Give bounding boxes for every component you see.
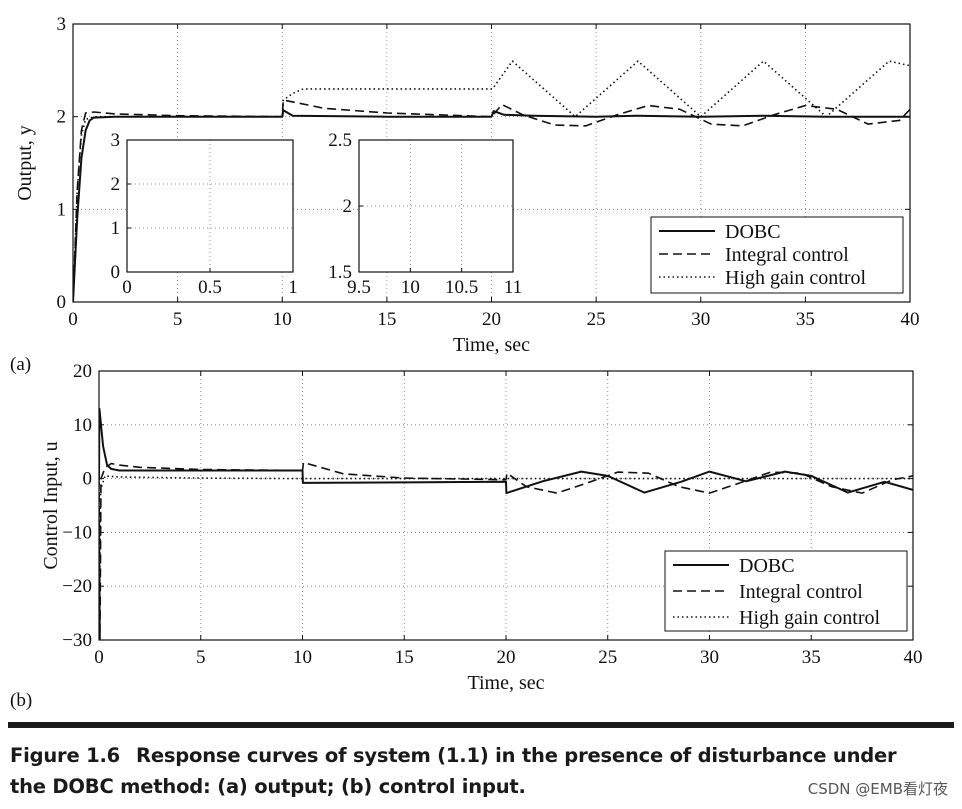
inset-y-tick-label: 1 [111, 218, 121, 239]
inset-x-tick-label: 0 [122, 277, 132, 298]
x-tick-label: 35 [802, 647, 821, 668]
caption-text-1: Response curves of system (1.1) in the p… [136, 744, 897, 767]
inset-x-tick-label: 11 [504, 277, 522, 298]
panel-label-a: (a) [10, 354, 32, 375]
y-axis-label: Output, y [14, 125, 36, 201]
inset-y-tick-label: 3 [111, 130, 121, 151]
x-tick-label: 0 [68, 309, 78, 330]
x-tick-label: 30 [691, 309, 710, 330]
x-tick-label: 35 [796, 309, 815, 330]
inset-frame [358, 139, 514, 273]
y-axis-label: Control Input, u [40, 441, 62, 569]
legend-label: DOBC [725, 221, 781, 243]
legend-label: Integral control [739, 581, 863, 603]
y-tick-label: 1 [57, 199, 67, 220]
series-line-dobc [73, 109, 910, 302]
inset-x-tick-label: 10 [401, 277, 420, 298]
series-line-high-gain-control [73, 60, 910, 302]
inset-axes: 9.5 10 10.5 11 1.5 2 2.5 [328, 130, 522, 298]
x-tick-label: 10 [273, 309, 292, 330]
inset-frame [126, 139, 294, 273]
x-tick-label: 10 [293, 647, 312, 668]
x-tick-label: 30 [700, 647, 719, 668]
x-tick-label: 0 [94, 647, 104, 668]
inset-x-tick-label: 9.5 [347, 277, 371, 298]
figure-caption: Figure 1.6 Response curves of system (1.1… [10, 740, 955, 802]
inset-y-tick-label: 1.5 [328, 262, 352, 283]
y-tick-label: 2 [57, 107, 67, 128]
figure-number: Figure 1.6 [10, 744, 121, 767]
x-tick-label: 25 [598, 647, 617, 668]
y-tick-label: 0 [83, 469, 93, 490]
x-tick-label: 20 [482, 309, 501, 330]
legend-box [650, 216, 904, 294]
legend-label: High gain control [725, 267, 867, 289]
legend-label: High gain control [739, 607, 881, 629]
legend: DOBC Integral control High gain control [664, 550, 908, 632]
inset-x-tick-label: 10.5 [445, 277, 478, 298]
caption-rule [8, 722, 954, 728]
chart-control-input-panel: 0 5 10 15 20 25 30 35 40 −30 −20 −10 0 10 20 Time, sec C… [40, 361, 923, 694]
x-tick-label: 25 [587, 309, 606, 330]
x-tick-label: 15 [377, 309, 396, 330]
x-tick-label: 20 [497, 647, 516, 668]
x-tick-label: 5 [173, 309, 183, 330]
series-line-high-gain-control [99, 475, 913, 640]
inset-y-tick-label: 2.5 [328, 130, 352, 151]
y-tick-label: −30 [62, 630, 92, 651]
panel-label-b: (b) [10, 690, 33, 711]
plot-frame [98, 370, 914, 641]
y-tick-label: 0 [57, 292, 67, 313]
plot-frame [72, 23, 911, 303]
series-line-dobc [99, 407, 913, 495]
y-tick-label: 20 [73, 361, 92, 382]
inset-y-tick-label: 2 [111, 174, 121, 195]
x-axis-label: Time, sec [453, 334, 530, 356]
inset-y-tick-label: 0 [111, 262, 121, 283]
inset-y-tick-label: 2 [343, 196, 353, 217]
y-tick-label: 10 [73, 415, 92, 436]
inset-bg [127, 140, 293, 272]
inset-x-tick-label: 1 [288, 277, 298, 298]
legend-label: Integral control [725, 244, 849, 266]
x-axis-label: Time, sec [467, 672, 544, 694]
y-tick-label: −20 [62, 576, 92, 597]
y-tick-label: 3 [57, 14, 67, 35]
inset-axes: 0 0.5 1 0 1 2 3 [111, 130, 298, 298]
caption-line-2: the DOBC method: (a) output; (b) control… [10, 775, 526, 798]
caption-line-1: Figure 1.6 Response curves of system (1.1… [10, 740, 955, 771]
y-tick-label: −10 [62, 522, 92, 543]
series-line-integral-control [73, 99, 910, 302]
series-line-integral-control [99, 461, 913, 640]
legend-label: DOBC [739, 555, 795, 577]
inset-x-tick-label: 0.5 [198, 277, 222, 298]
x-tick-label: 15 [395, 647, 414, 668]
x-tick-label: 40 [901, 309, 920, 330]
x-tick-label: 5 [196, 647, 206, 668]
x-tick-label: 40 [904, 647, 923, 668]
watermark: CSDN @EMB看灯夜 [807, 780, 948, 798]
